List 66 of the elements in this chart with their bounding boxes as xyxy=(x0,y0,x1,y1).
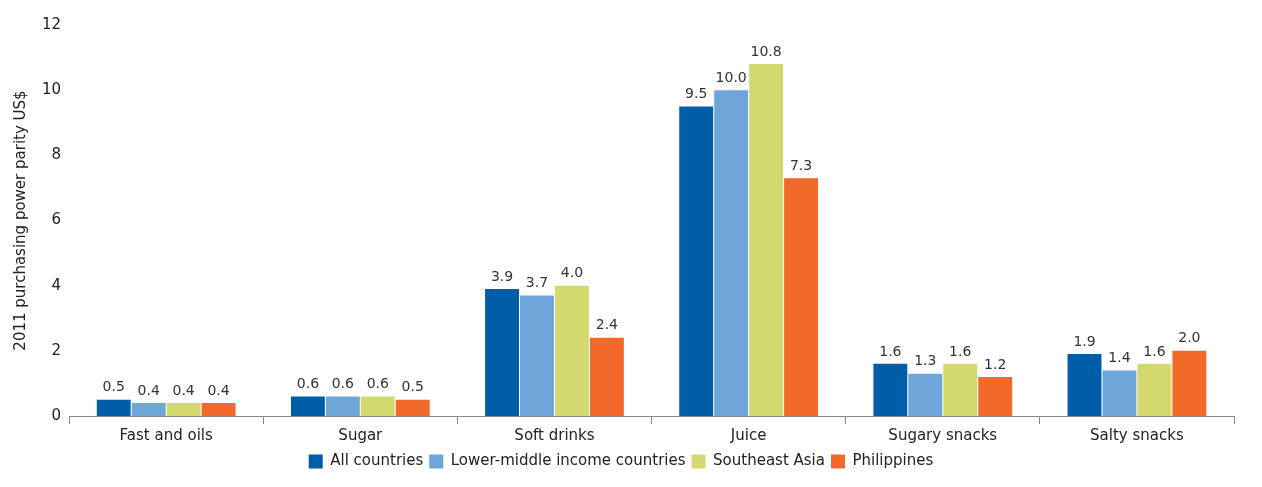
data-label: 0.4 xyxy=(207,381,230,398)
bar xyxy=(943,363,978,416)
bar xyxy=(1067,354,1102,416)
data-label: 1.6 xyxy=(879,342,902,359)
x-tick-label: Sugary snacks xyxy=(888,425,998,444)
y-tick-label: 2 xyxy=(51,340,62,359)
data-label: 7.3 xyxy=(789,156,813,173)
data-label: 1.3 xyxy=(914,352,937,369)
bar xyxy=(485,288,519,416)
legend-label: Philippines xyxy=(852,451,934,470)
data-label: 1.6 xyxy=(1143,342,1166,359)
bar xyxy=(554,285,589,416)
bar xyxy=(201,402,236,416)
bar xyxy=(784,178,818,416)
x-tick-label: Salty snacks xyxy=(1090,425,1184,444)
legend-label: Southeast Asia xyxy=(713,451,825,470)
data-label: 4.0 xyxy=(560,264,584,281)
data-label: 2.0 xyxy=(1178,329,1201,346)
bar xyxy=(325,396,360,416)
legend-label: Lower-middle income countries xyxy=(450,451,686,470)
data-label: 1.9 xyxy=(1073,332,1096,349)
y-tick-label: 0 xyxy=(51,405,62,424)
bar xyxy=(1137,363,1172,416)
bar xyxy=(360,396,395,416)
y-tick-label: 8 xyxy=(51,145,62,164)
data-label: 0.6 xyxy=(366,375,390,392)
bar xyxy=(395,399,430,416)
y-tick-label: 4 xyxy=(51,275,62,294)
bar xyxy=(1172,350,1207,416)
data-label: 1.2 xyxy=(984,355,1007,372)
data-label: 10.8 xyxy=(750,42,782,59)
data-label: 1.4 xyxy=(1108,349,1131,366)
data-label: 0.6 xyxy=(296,375,320,392)
x-tick-label: Juice xyxy=(729,425,767,444)
bar xyxy=(679,106,714,416)
data-label: 0.4 xyxy=(172,381,195,398)
x-tick-label: Sugar xyxy=(338,425,384,444)
bar xyxy=(714,90,749,416)
data-label: 3.9 xyxy=(490,267,514,284)
y-axis-title: 2011 purchasing power parity US$ xyxy=(10,90,29,351)
data-label: 0.6 xyxy=(331,375,355,392)
bar xyxy=(166,402,201,416)
data-label: 9.5 xyxy=(685,85,708,102)
x-tick-label: Fast and oils xyxy=(119,425,213,444)
y-tick-label: 10 xyxy=(41,80,62,99)
bar xyxy=(290,396,325,416)
bar xyxy=(978,376,1013,416)
data-label: 0.5 xyxy=(102,378,125,395)
bar xyxy=(908,373,943,416)
bar xyxy=(589,337,624,416)
data-label: 0.4 xyxy=(137,381,160,398)
y-tick-label: 6 xyxy=(51,210,62,229)
data-label: 10.0 xyxy=(715,68,747,85)
bar xyxy=(520,295,554,416)
bar xyxy=(96,399,131,416)
x-tick-label: Soft drinks xyxy=(514,425,595,444)
bar xyxy=(873,363,908,416)
bar xyxy=(131,402,166,416)
data-label: 3.7 xyxy=(525,274,549,291)
y-tick-label: 12 xyxy=(41,14,62,33)
data-label: 2.4 xyxy=(595,316,619,333)
bar xyxy=(1102,370,1137,416)
bar xyxy=(749,64,784,416)
data-label: 1.6 xyxy=(949,342,972,359)
data-label: 0.5 xyxy=(401,378,424,395)
legend-label: All countries xyxy=(330,451,424,470)
